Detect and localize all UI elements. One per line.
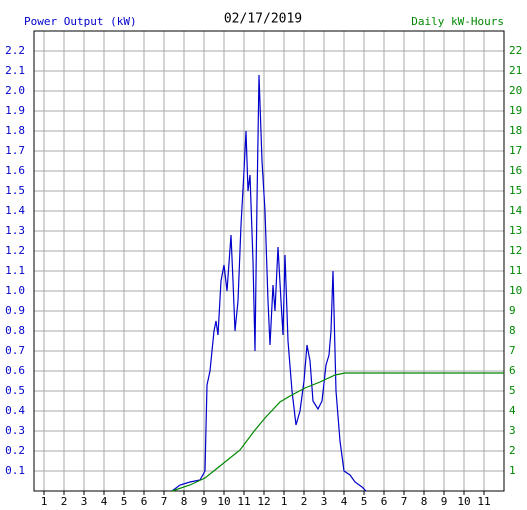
- y2-tick-label: 8: [509, 324, 516, 337]
- y2-tick-label: 15: [509, 184, 522, 197]
- y-tick-label: 0.2: [5, 444, 25, 457]
- y2-tick-label: 2: [509, 444, 516, 457]
- y-tick-label: 1.9: [5, 104, 25, 117]
- x-tick-label: 9: [441, 495, 448, 508]
- y-tick-label: 1.1: [5, 264, 25, 277]
- x-tick-label: 8: [181, 495, 188, 508]
- y-tick-label: 1.7: [5, 144, 25, 157]
- y-tick-label: 0.3: [5, 424, 25, 437]
- y2-axis-label: Daily kW-Hours: [411, 15, 504, 28]
- y2-tick-label: 19: [509, 104, 522, 117]
- x-tick-label: 12: [257, 495, 270, 508]
- y2-tick-label: 7: [509, 344, 516, 357]
- y2-tick-label: 10: [509, 284, 522, 297]
- x-tick-label: 4: [341, 495, 348, 508]
- x-tick-label: 7: [161, 495, 168, 508]
- x-tick-label: 4: [101, 495, 108, 508]
- y2-tick-label: 17: [509, 144, 522, 157]
- y-tick-label: 1.3: [5, 224, 25, 237]
- x-tick-label: 1: [281, 495, 288, 508]
- y-tick-label: 0.4: [5, 404, 25, 417]
- y-tick-label: 0.1: [5, 464, 25, 477]
- plot-frame: [33, 30, 505, 492]
- x-tick-label: 11: [237, 495, 250, 508]
- y2-tick-label: 21: [509, 64, 522, 77]
- y2-tick-label: 14: [509, 204, 523, 217]
- x-tick-label: 3: [321, 495, 328, 508]
- y-tick-label: 2.2: [5, 44, 25, 57]
- y-tick-label: 0.6: [5, 364, 25, 377]
- x-tick-label: 2: [301, 495, 308, 508]
- y2-tick-label: 9: [509, 304, 516, 317]
- y2-tick-label: 4: [509, 404, 516, 417]
- y2-tick-label: 11: [509, 264, 522, 277]
- y-tick-label: 1.4: [5, 204, 25, 217]
- y-tick-label: 1.8: [5, 124, 25, 137]
- x-tick-label: 1: [41, 495, 48, 508]
- y-tick-label: 1.5: [5, 184, 25, 197]
- x-tick-label: 7: [401, 495, 408, 508]
- y-tick-label: 2.1: [5, 64, 25, 77]
- y-tick-label: 0.8: [5, 324, 25, 337]
- x-tick-label: 9: [201, 495, 208, 508]
- y2-tick-label: 5: [509, 384, 516, 397]
- chart-title: 02/17/2019: [224, 12, 302, 27]
- y2-tick-label: 6: [509, 364, 516, 377]
- y2-tick-label: 18: [509, 124, 522, 137]
- y-tick-label: 1.2: [5, 244, 25, 257]
- x-tick-label: 8: [421, 495, 428, 508]
- y-tick-label: 0.7: [5, 344, 25, 357]
- y2-tick-label: 12: [509, 244, 522, 257]
- y2-tick-label: 20: [509, 84, 522, 97]
- y-tick-label: 0.5: [5, 384, 25, 397]
- x-tick-label: 6: [141, 495, 148, 508]
- y2-tick-label: 13: [509, 224, 522, 237]
- x-tick-label: 10: [457, 495, 470, 508]
- x-tick-label: 5: [361, 495, 368, 508]
- data-line: [171, 372, 504, 492]
- y2-tick-label: 3: [509, 424, 516, 437]
- x-tick-label: 11: [477, 495, 490, 508]
- data-line: [171, 74, 367, 492]
- y2-tick-label: 1: [509, 464, 516, 477]
- x-tick-label: 6: [381, 495, 388, 508]
- y2-tick-label: 22: [509, 44, 522, 57]
- x-tick-label: 2: [61, 495, 68, 508]
- y-axis-label: Power Output (kW): [24, 15, 137, 28]
- y-tick-label: 1.0: [5, 284, 25, 297]
- y-tick-label: 1.6: [5, 164, 25, 177]
- y-tick-label: 0.9: [5, 304, 25, 317]
- x-tick-label: 5: [121, 495, 128, 508]
- x-tick-label: 3: [81, 495, 88, 508]
- y-tick-label: 2.0: [5, 84, 25, 97]
- y2-tick-label: 16: [509, 164, 522, 177]
- x-tick-label: 10: [217, 495, 230, 508]
